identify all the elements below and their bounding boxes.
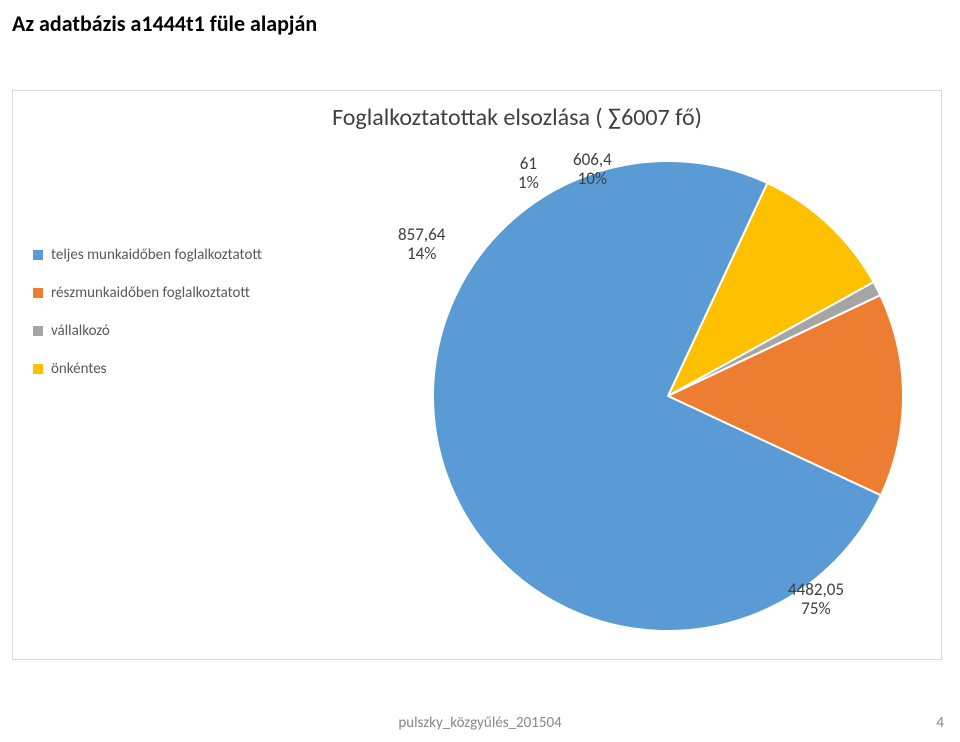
legend-label: részmunkaidőben foglalkoztatott	[51, 284, 250, 302]
page-title: Az adatbázis a1444t1 füle alapján	[12, 10, 317, 37]
legend-label: teljes munkaidőben foglalkoztatott	[51, 246, 262, 264]
legend-swatch	[33, 288, 43, 298]
pie-slice-label: 4482,05 75%	[788, 581, 844, 618]
legend-label: önkéntes	[51, 360, 107, 378]
page-number: 4	[936, 714, 944, 732]
legend-label: vállalkozó	[51, 322, 110, 340]
legend-swatch	[33, 326, 43, 336]
chart-title-text: Foglalkoztatottak elsozlása ( ∑6007 fő)	[252, 103, 702, 132]
legend-item: teljes munkaidőben foglalkoztatott	[33, 246, 262, 264]
pie-slice-label: 606,4 10%	[573, 151, 612, 188]
legend-item: részmunkaidőben foglalkoztatott	[33, 284, 262, 302]
footer-text: pulszky_közgyűlés_201504	[0, 714, 960, 732]
chart-legend: teljes munkaidőben foglalkoztatott részmu…	[33, 246, 262, 398]
legend-swatch	[33, 250, 43, 260]
pie-chart	[433, 161, 903, 631]
pie-slice-label: 61 1%	[518, 155, 539, 192]
legend-item: vállalkozó	[33, 322, 262, 340]
pie-slice-label: 857,64 14%	[398, 226, 445, 263]
legend-swatch	[33, 364, 43, 374]
chart-container: Foglalkoztatottak elsozlása ( ∑6007 fő) …	[12, 90, 942, 660]
legend-item: önkéntes	[33, 360, 262, 378]
chart-title: Foglalkoztatottak elsozlása ( ∑6007 fő)	[13, 103, 941, 132]
